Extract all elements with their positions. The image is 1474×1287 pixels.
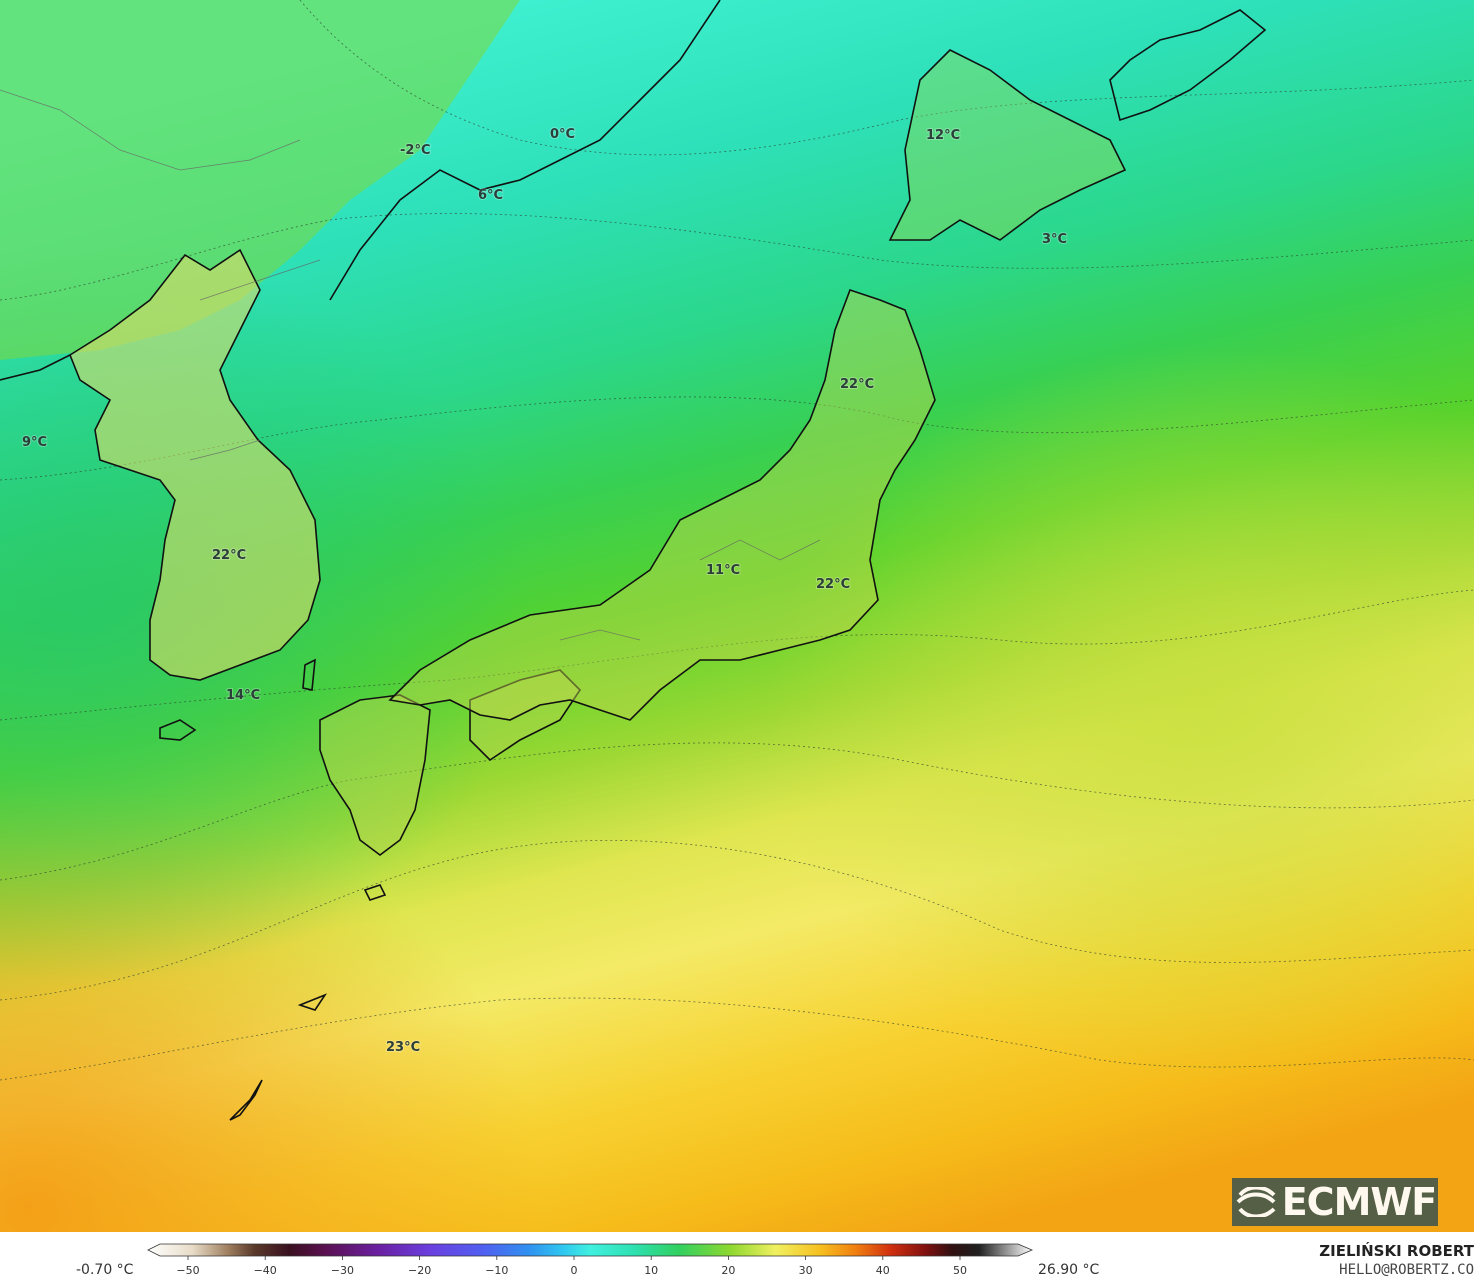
isotherm-line	[0, 589, 1474, 721]
colorbar-strip	[147, 1243, 1034, 1257]
tsushima-island	[302, 658, 316, 691]
temp-label: 14°C	[226, 688, 260, 703]
border-line	[0, 89, 301, 171]
colorbar-tick-label: 40	[876, 1264, 890, 1277]
temp-label: 0°C	[550, 127, 575, 142]
legend-max-label: 26.90 °C	[1038, 1262, 1100, 1278]
border-line	[189, 439, 261, 461]
ecmwf-logo-text: ECMWF	[1281, 1180, 1438, 1224]
colorbar-tick-label: −30	[331, 1264, 354, 1277]
colorbar: −50 −40 −30 −20 −10 0 10 20 30 40 50	[147, 1243, 1034, 1277]
ecmwf-logo-icon	[1236, 1187, 1276, 1217]
temp-label: 9°C	[22, 435, 47, 450]
isotherm-line	[0, 742, 1474, 881]
isotherm-line	[0, 396, 1474, 481]
border-line	[699, 539, 821, 561]
legend-min-label: -0.70 °C	[76, 1262, 134, 1278]
temp-label: 22°C	[840, 377, 874, 392]
isotherm-contours	[0, 0, 1474, 1081]
coastlines	[0, 0, 1267, 1121]
colorbar-tick-label: 30	[799, 1264, 813, 1277]
isotherm-line	[299, 0, 1474, 156]
kyushu-island	[319, 694, 431, 856]
ryukyu-islands	[297, 993, 328, 1011]
shikoku-island	[469, 669, 582, 762]
mainland-green-zone	[0, 0, 520, 360]
temp-label: 23°C	[386, 1040, 420, 1055]
colorbar-tick-label: −40	[254, 1264, 277, 1277]
hokkaido-island	[888, 49, 1127, 241]
border-line	[559, 629, 641, 641]
ecmwf-logo: ECMWF	[1232, 1178, 1438, 1226]
tanegashima-island	[363, 884, 387, 901]
temp-label: -2°C	[400, 143, 430, 158]
temp-label: 22°C	[212, 548, 246, 563]
colorbar-tick-label: 50	[953, 1264, 967, 1277]
credit-email: HELLO@ROBERTZ.CO	[1339, 1262, 1474, 1278]
korean-peninsula	[69, 248, 321, 681]
colorbar-tick-label: −10	[485, 1264, 508, 1277]
temp-label: 6°C	[478, 188, 503, 203]
colorbar-tick-label: −50	[176, 1264, 199, 1277]
credit-name: ZIELIŃSKI ROBERT	[1319, 1242, 1474, 1260]
temp-label: 11°C	[706, 563, 740, 578]
colorbar-tick-label: 10	[644, 1264, 658, 1277]
isotherm-line	[0, 997, 1474, 1081]
temp-label: 12°C	[926, 128, 960, 143]
temperature-map: 0°C -2°C 6°C 12°C 3°C 22°C 9°C 22°C 11°C…	[0, 0, 1474, 1232]
temp-label: 3°C	[1042, 232, 1067, 247]
administrative-borders	[0, 89, 821, 641]
border-line	[199, 259, 321, 301]
jeju-island	[159, 719, 197, 741]
colorbar-ticks: −50 −40 −30 −20 −10 0 10 20 30 40 50	[176, 1256, 967, 1277]
temp-label: 22°C	[816, 577, 850, 592]
colorbar-tick-label: −20	[408, 1264, 431, 1277]
ryukyu-islands	[229, 1079, 263, 1121]
honshu-island	[388, 288, 936, 721]
china-coast	[0, 354, 71, 381]
colorbar-tick-label: 20	[721, 1264, 735, 1277]
colorbar-tick-label: 0	[571, 1264, 578, 1277]
russia-coast	[329, 0, 721, 301]
legend: −50 −40 −30 −20 −10 0 10 20 30 40 50 -0.70 °C 26.9…	[0, 1232, 1474, 1287]
temperature-labels: 0°C -2°C 6°C 12°C 3°C 22°C 9°C 22°C 11°C…	[21, 126, 1068, 1056]
sakhalin-island	[1109, 9, 1267, 122]
